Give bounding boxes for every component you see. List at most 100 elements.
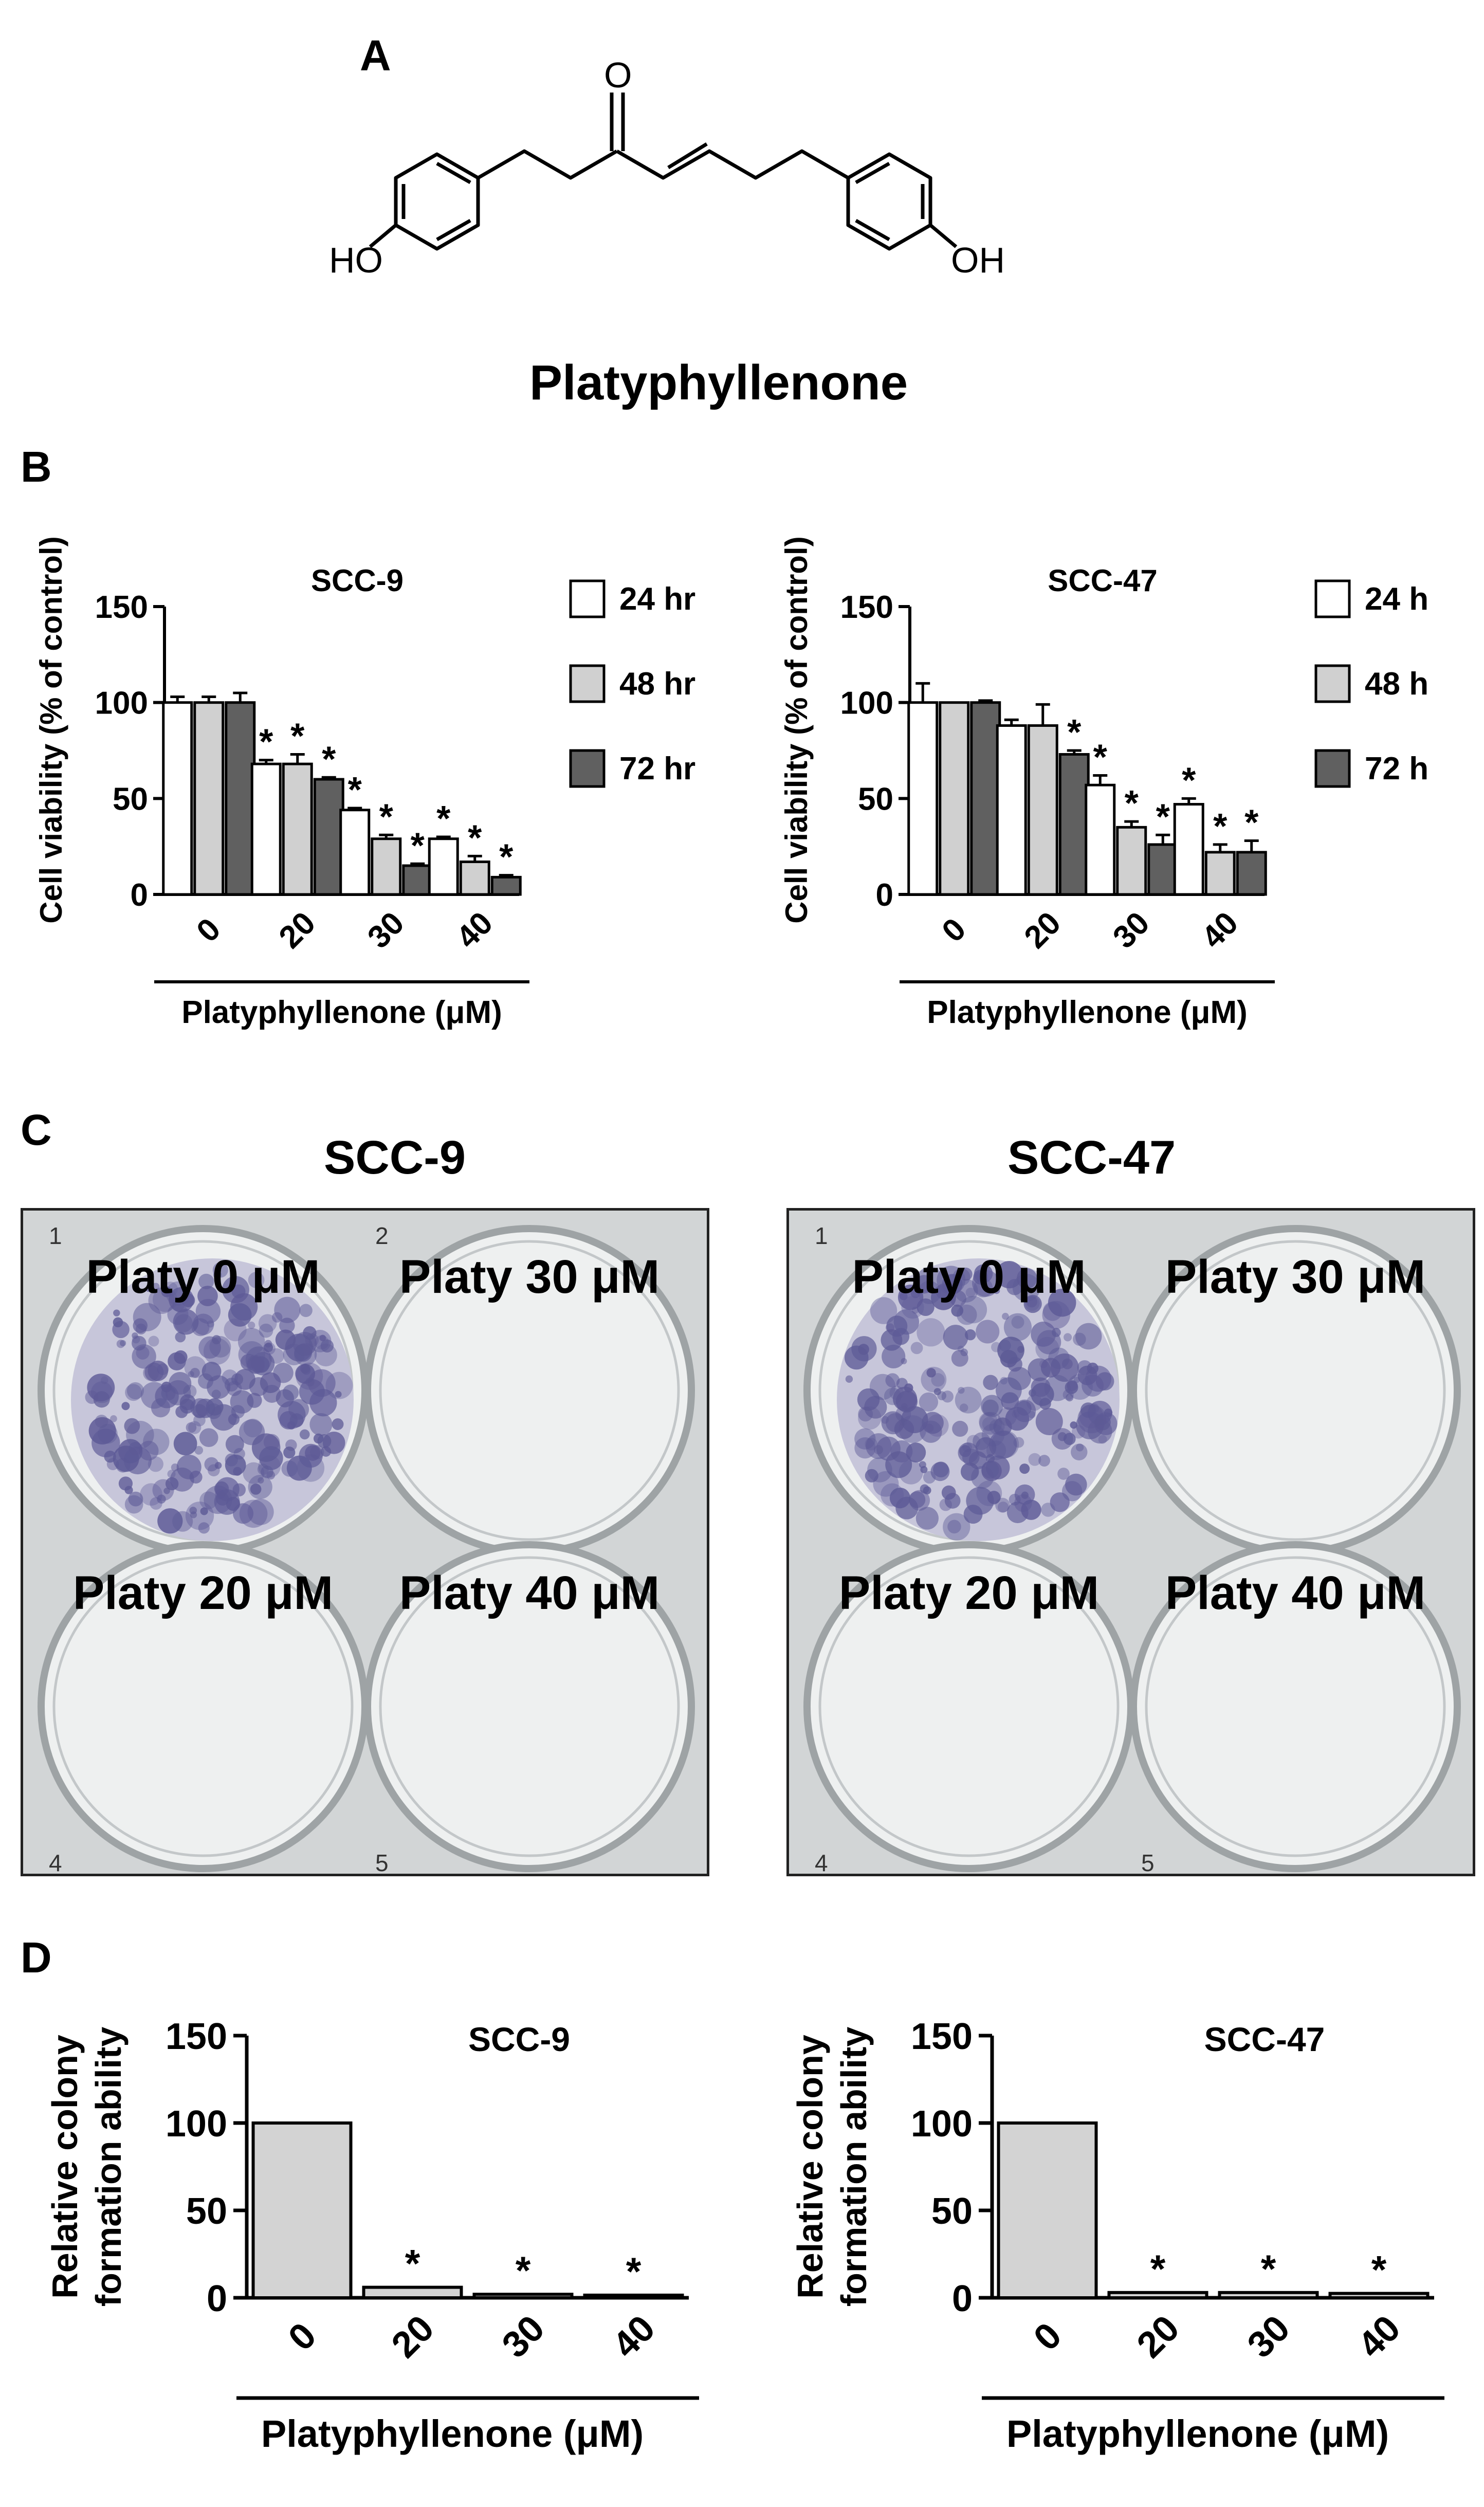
y-tick-label: 0 — [876, 877, 893, 913]
bar — [428, 837, 459, 896]
well-number: 1 — [49, 1222, 62, 1249]
significance-star: * — [1182, 760, 1196, 800]
colony — [889, 1488, 911, 1509]
x-tick-label: 30 — [494, 2308, 553, 2366]
significance-star: * — [1093, 737, 1108, 777]
colony — [207, 1320, 214, 1328]
chart-title: SCC-47 — [1204, 2020, 1325, 2058]
x-tick-label: 0 — [281, 2315, 324, 2358]
colony — [309, 1389, 337, 1417]
bar — [939, 701, 970, 896]
colony — [204, 1457, 219, 1472]
colony — [885, 1373, 900, 1388]
x-axis-label: Platyphyllenone (μM) — [927, 995, 1248, 1030]
colony — [272, 1312, 283, 1323]
colony — [192, 1404, 207, 1418]
colony — [958, 1442, 979, 1463]
well-number: 5 — [375, 1850, 389, 1874]
colony — [186, 1422, 197, 1433]
colony — [157, 1494, 166, 1504]
colony — [1031, 1322, 1056, 1347]
well-number: 4 — [49, 1850, 62, 1874]
colony — [982, 1417, 996, 1431]
colony — [1071, 1443, 1088, 1461]
colony — [197, 1286, 218, 1306]
well-inner-rim — [379, 1240, 680, 1541]
plate-title-scc47: SCC-47 — [1007, 1131, 1176, 1184]
x-tick-label: 40 — [1195, 905, 1245, 956]
colony — [987, 1491, 1001, 1505]
colony — [981, 1461, 999, 1479]
colony — [920, 1484, 929, 1494]
colony — [991, 1342, 1001, 1352]
colony — [955, 1386, 982, 1414]
colony — [309, 1413, 333, 1436]
bar — [1218, 2291, 1319, 2299]
x-tick-label: 0 — [935, 911, 973, 949]
colony — [148, 1287, 175, 1314]
well-label: Platy 30 μM — [399, 1251, 659, 1303]
colony — [163, 1487, 170, 1494]
colony — [981, 1423, 1005, 1447]
well — [364, 1541, 695, 1872]
colony — [947, 1520, 961, 1534]
hydroxyl-right-label: OH — [951, 240, 1005, 280]
chart-title: SCC-9 — [311, 563, 404, 598]
colony — [258, 1477, 264, 1484]
legend-swatch — [1314, 579, 1351, 618]
colony — [228, 1303, 252, 1327]
colony — [145, 1286, 152, 1292]
x-axis-label: Platyphyllenone (μM) — [261, 2412, 644, 2455]
colony — [268, 1348, 284, 1364]
bar — [583, 2293, 684, 2300]
legend-label: 48 h — [1365, 666, 1428, 702]
colony — [1014, 1484, 1035, 1505]
colony — [1016, 1400, 1032, 1416]
colony — [1044, 1375, 1071, 1401]
bar — [472, 2293, 574, 2300]
colony — [91, 1429, 120, 1457]
colony — [320, 1339, 334, 1353]
colony — [1024, 1295, 1040, 1311]
colony — [867, 1457, 892, 1483]
colony — [124, 1495, 143, 1514]
colony — [213, 1270, 222, 1279]
colony — [239, 1419, 265, 1445]
well-number: 1 — [815, 1222, 828, 1249]
colony — [870, 1297, 897, 1324]
colony-plate-scc9: 1 Platy 0 μM 2 Platy 30 μM 4 Platy 20 μM 5 Plat… — [21, 1208, 709, 1876]
x-axis-label: Platyphyllenone (μM) — [1006, 2412, 1389, 2455]
colony — [305, 1445, 321, 1461]
bar — [162, 701, 193, 896]
colony — [845, 1375, 853, 1383]
colony — [225, 1454, 246, 1476]
y-tick-label: 0 — [952, 2278, 973, 2319]
colony — [866, 1433, 892, 1459]
colony — [169, 1287, 194, 1313]
colony — [319, 1334, 326, 1342]
significance-star: * — [1244, 802, 1259, 842]
colony — [248, 1321, 255, 1329]
legend-label: 24 h — [1365, 581, 1428, 617]
x-tick-label: 40 — [1350, 2308, 1408, 2366]
colony — [184, 1356, 207, 1379]
well-label: Platy 40 μM — [1165, 1567, 1425, 1619]
colony — [983, 1375, 998, 1390]
panel-c-letter: C — [21, 1106, 52, 1154]
colony — [999, 1340, 1011, 1352]
plate-title-scc9: SCC-9 — [324, 1131, 466, 1184]
colony — [222, 1369, 238, 1386]
colony — [886, 1323, 895, 1332]
well-number: 2 — [375, 1222, 389, 1249]
significance-star: * — [259, 722, 273, 762]
colony — [892, 1386, 918, 1411]
colony — [915, 1507, 939, 1530]
x-tick-label: 40 — [605, 2308, 663, 2366]
colony — [247, 1498, 274, 1525]
compound-name: Platyphyllenone — [529, 355, 908, 410]
colony — [951, 1304, 964, 1317]
colony — [124, 1418, 140, 1434]
colony — [152, 1479, 174, 1501]
colony — [118, 1439, 143, 1463]
colony — [1085, 1365, 1111, 1392]
